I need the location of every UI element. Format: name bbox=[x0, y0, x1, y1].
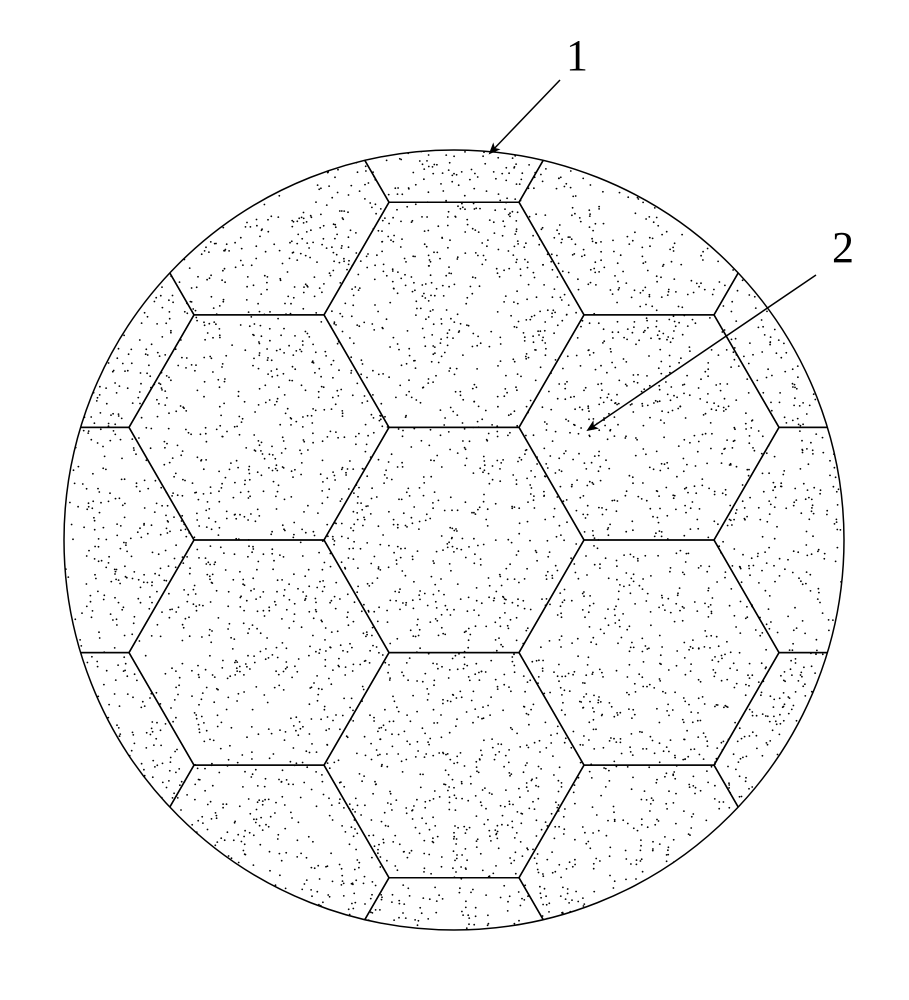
hex-cell bbox=[324, 202, 584, 427]
hex-cell bbox=[324, 878, 584, 1000]
hex-cell bbox=[0, 653, 194, 878]
hex-cell bbox=[324, 0, 584, 202]
hex-cell bbox=[519, 315, 779, 540]
callout-label-2: 2 bbox=[832, 223, 854, 272]
hex-cell bbox=[714, 427, 909, 652]
diagram-svg: 12 bbox=[0, 0, 909, 1000]
hex-cell bbox=[129, 540, 389, 765]
hex-cell bbox=[324, 427, 584, 652]
callout-arrow-1 bbox=[490, 80, 560, 153]
callout-arrow-2 bbox=[588, 275, 816, 430]
hex-cell bbox=[714, 653, 909, 878]
hex-cell bbox=[0, 427, 194, 652]
hex-cell bbox=[0, 202, 194, 427]
hex-cell bbox=[714, 202, 909, 427]
callout-label-1: 1 bbox=[566, 31, 588, 80]
outer-circle bbox=[64, 150, 844, 930]
callouts: 12 bbox=[490, 31, 854, 430]
stipple-fill bbox=[65, 151, 842, 930]
